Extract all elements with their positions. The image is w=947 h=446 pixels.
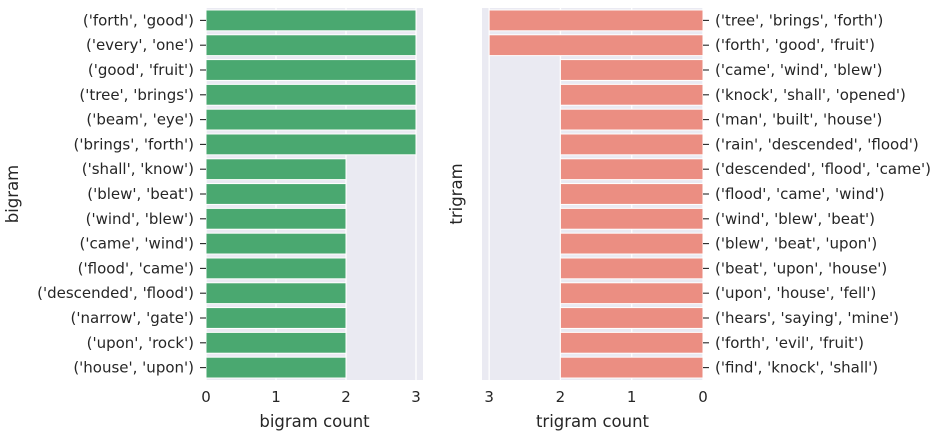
y-tick-label: ('forth', 'evil', 'fruit') <box>715 334 864 352</box>
x-tick-label: 0 <box>201 388 211 406</box>
y-tick-label: ('forth', 'good') <box>83 11 194 29</box>
bar <box>205 331 347 354</box>
y-tick-label: ('came', 'wind', 'blew') <box>715 61 882 79</box>
y-tick-label: ('blew', 'beat') <box>87 185 194 203</box>
trigram-category-labels: ('tree', 'brings', 'forth') ('forth', 'go… <box>703 11 931 377</box>
y-tick-label: ('wind', 'blew') <box>86 210 194 228</box>
bigram-x-tick-labels: 0 1 2 3 <box>201 388 421 406</box>
y-tick-label: ('flood', 'came') <box>78 259 194 277</box>
y-tick-label: ('tree', 'brings') <box>79 86 194 104</box>
trigram-x-tick-labels: 3 2 1 0 <box>484 388 707 406</box>
y-tick-label: ('blew', 'beat', 'upon') <box>715 235 877 253</box>
y-tick-label: ('hears', 'saying', 'mine') <box>715 309 899 327</box>
bar <box>559 133 704 156</box>
x-tick-label: 2 <box>341 388 351 406</box>
bar <box>559 158 704 181</box>
y-tick-label: ('find', 'knock', 'shall') <box>715 359 878 377</box>
bar <box>205 108 417 131</box>
bar <box>205 59 417 81</box>
bigram-category-labels: ('forth', 'good') ('every', 'one') ('good'… <box>37 11 206 377</box>
y-tick-label: ('flood', 'came', 'wind') <box>715 185 885 203</box>
y-tick-label: ('beam', 'eye') <box>86 111 194 129</box>
x-tick-label: 0 <box>698 388 708 406</box>
bar <box>205 34 417 57</box>
y-tick-label: ('man', 'built', 'house') <box>715 111 882 129</box>
bar <box>205 232 347 255</box>
bar <box>205 133 417 156</box>
x-tick-label: 3 <box>411 388 421 406</box>
bar <box>559 108 704 131</box>
y-tick-label: ('upon', 'house', 'fell') <box>715 284 876 302</box>
y-tick-label: ('came', 'wind') <box>80 235 194 253</box>
x-tick-label: 1 <box>271 388 281 406</box>
bar <box>205 83 417 106</box>
bar <box>559 307 704 329</box>
bar <box>488 34 704 57</box>
y-tick-label: ('wind', 'blew', 'beat') <box>715 210 875 228</box>
bar <box>205 158 347 181</box>
bar <box>559 257 704 280</box>
y-tick-label: ('rain', 'descended', 'flood') <box>715 135 919 153</box>
y-tick-label: ('knock', 'shall', 'opened') <box>715 86 906 104</box>
bigram-y-axis-label: bigram <box>3 165 22 224</box>
bar <box>205 307 347 329</box>
bar <box>559 59 704 81</box>
bar <box>205 282 347 305</box>
x-tick-label: 3 <box>484 388 494 406</box>
bar <box>559 83 704 106</box>
bar <box>559 356 704 379</box>
y-tick-label: ('descended', 'flood') <box>37 284 194 302</box>
bar <box>205 207 347 230</box>
y-tick-label: ('good', 'fruit') <box>88 61 194 79</box>
y-tick-label: ('descended', 'flood', 'came') <box>715 160 931 178</box>
x-tick-label: 2 <box>556 388 566 406</box>
trigram-x-axis-label: trigram count <box>536 412 650 431</box>
y-tick-label: ('house', 'upon') <box>73 359 194 377</box>
y-tick-label: ('upon', 'rock') <box>87 334 194 352</box>
bar <box>205 257 347 280</box>
bar <box>559 207 704 230</box>
bar <box>559 282 704 305</box>
bar <box>488 9 704 32</box>
y-tick-label: ('shall', 'know') <box>82 160 194 178</box>
bar <box>205 9 417 32</box>
trigram-y-axis-label: trigram <box>447 163 466 224</box>
bar <box>559 183 704 205</box>
y-tick-label: ('forth', 'good', 'fruit') <box>715 36 875 54</box>
bar <box>559 331 704 354</box>
y-tick-label: ('tree', 'brings', 'forth') <box>715 11 883 29</box>
bigram-chart: ('forth', 'good') ('every', 'one') ('good'… <box>3 8 423 431</box>
bigram-bars <box>205 9 417 379</box>
y-tick-label: ('every', 'one') <box>86 36 194 54</box>
y-tick-label: ('narrow', 'gate') <box>71 309 194 327</box>
y-tick-label: ('beat', 'upon', 'house') <box>715 259 887 277</box>
x-tick-label: 1 <box>627 388 637 406</box>
trigram-chart: ('tree', 'brings', 'forth') ('forth', 'go… <box>447 8 931 431</box>
y-tick-label: ('brings', 'forth') <box>74 135 194 153</box>
trigram-bars <box>488 9 704 379</box>
bar <box>559 232 704 255</box>
bigram-x-axis-label: bigram count <box>259 412 370 431</box>
bar <box>205 356 347 379</box>
bar <box>205 183 347 205</box>
